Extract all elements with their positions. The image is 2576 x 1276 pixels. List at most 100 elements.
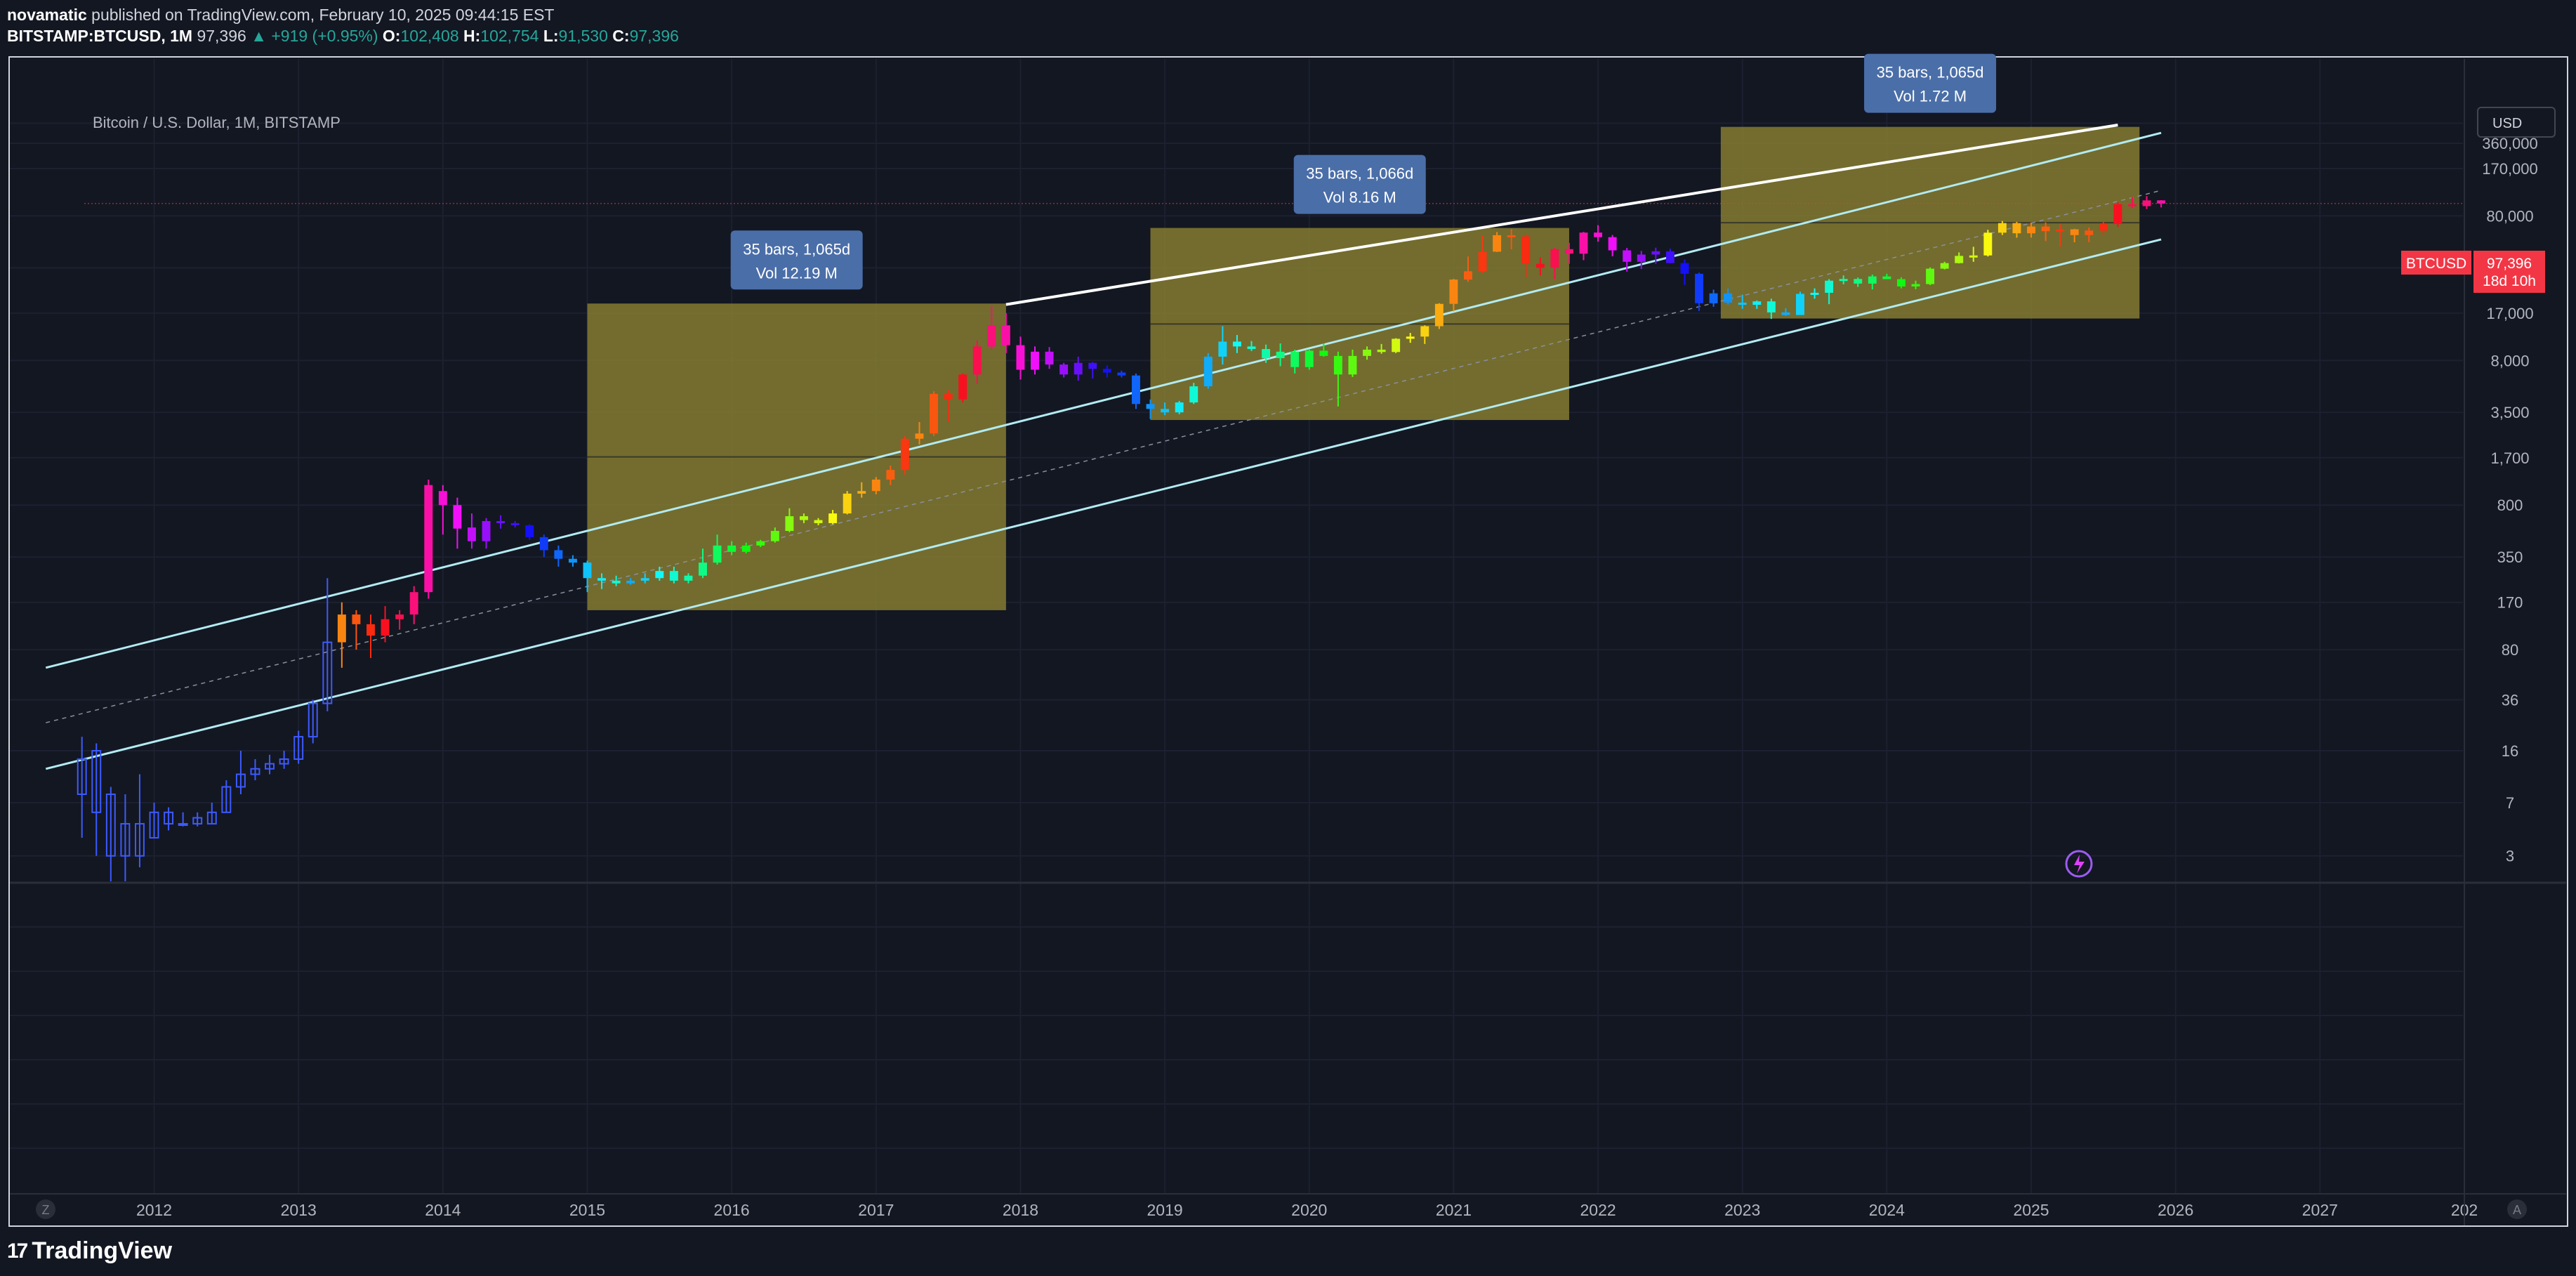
candle-body <box>1392 338 1401 353</box>
candle-body <box>539 537 548 551</box>
candle-body <box>756 541 765 546</box>
open-key: O: <box>382 27 401 45</box>
y-tick-label: 17,000 <box>2486 305 2533 322</box>
candle-body <box>972 346 982 375</box>
author-name[interactable]: novamatic <box>7 6 87 24</box>
candle-body <box>944 393 953 400</box>
change-up-icon: ▲ <box>251 27 267 45</box>
measure-label-bars: 35 bars, 1,065d <box>1877 64 1984 81</box>
candle-body <box>1232 341 1241 347</box>
price-chart[interactable]: 35 bars, 1,065d Vol 12.19 M 35 bars, 1,066… <box>0 0 2576 1229</box>
candle-body <box>1016 345 1025 370</box>
candle-body <box>1868 276 1877 284</box>
high-key: H: <box>463 27 481 45</box>
candle-body <box>1926 268 1935 284</box>
symbol-label[interactable]: BITSTAMP:BTCUSD, 1M <box>7 27 193 45</box>
candle-body <box>1363 349 1371 356</box>
candle-body <box>438 491 447 506</box>
x-tick-label: 2025 <box>2013 1201 2049 1219</box>
candle-body <box>250 768 260 775</box>
candle-body <box>2012 223 2021 234</box>
candle-body <box>2070 229 2079 235</box>
candle-body <box>1102 369 1111 373</box>
currency-button[interactable]: USD <box>2477 107 2556 138</box>
x-tick-label: 2019 <box>1147 1201 1183 1219</box>
candle-body <box>1983 232 1993 256</box>
candle-body <box>1665 251 1675 263</box>
chart-title: Bitcoin / U.S. Dollar, 1M, BITSTAMP <box>93 114 341 131</box>
candle-body <box>785 516 794 532</box>
measure-label-bars: 35 bars, 1,065d <box>743 240 850 258</box>
candle-body <box>1623 250 1632 262</box>
candle-body <box>1955 256 1964 263</box>
price-tag: BTCUSD 97,396 18d 10h <box>2401 251 2545 293</box>
candle-body <box>1319 350 1328 356</box>
candle-body <box>1434 303 1444 327</box>
price-tag-countdown: 18d 10h <box>2483 273 2536 289</box>
z-button[interactable]: Z <box>36 1199 55 1219</box>
tradingview-logo[interactable]: 17 TradingView <box>7 1237 172 1265</box>
candle-body <box>1507 235 1516 237</box>
candle-body <box>1348 355 1357 375</box>
y-tick-label: 170,000 <box>2482 160 2538 178</box>
measure-label-volume: Vol 1.72 M <box>1894 88 1967 105</box>
x-tick-label: 2023 <box>1724 1201 1760 1219</box>
candle-body <box>583 563 592 579</box>
candle-body <box>1521 236 1531 264</box>
candle-body <box>1478 251 1487 272</box>
candle-body <box>1189 386 1198 403</box>
candle-body <box>235 773 246 788</box>
a-button-bg[interactable] <box>2507 1199 2527 1219</box>
candle-body <box>828 513 838 523</box>
a-button[interactable]: A <box>2507 1199 2527 1219</box>
price-tag-bg <box>2473 251 2545 293</box>
close-key: C: <box>612 27 630 45</box>
candle-body <box>164 811 174 825</box>
candle-body <box>1420 326 1429 337</box>
candle-body <box>1766 301 1776 313</box>
candle-body <box>1738 302 1747 305</box>
price-tag-price: 97,396 <box>2487 256 2532 272</box>
channel-upper-line <box>45 131 2162 669</box>
publish-info: novamatic published on TradingView.com, … <box>7 6 555 25</box>
candle-body <box>2056 229 2065 232</box>
candle-body <box>424 485 433 593</box>
y-tick-label: 170 <box>2497 594 2523 612</box>
z-button-bg[interactable] <box>36 1199 55 1219</box>
candle-body <box>352 614 361 624</box>
y-tick-label: 3 <box>2506 848 2514 865</box>
ai-assistant-icon[interactable] <box>2065 850 2093 878</box>
candle-body <box>669 571 678 581</box>
candle-body <box>987 325 996 347</box>
candle-body <box>1579 232 1588 254</box>
y-tick-label: 1,700 <box>2490 449 2529 467</box>
candle-body <box>496 521 506 524</box>
candle-body <box>395 614 404 619</box>
candles <box>77 196 2166 881</box>
a-button-label[interactable]: A <box>2513 1203 2521 1217</box>
candle-body <box>1203 356 1213 387</box>
y-tick-label: 36 <box>2502 692 2518 709</box>
candle-body <box>149 811 159 839</box>
candle-body <box>871 479 880 492</box>
candle-body <box>1218 341 1227 357</box>
candle-body <box>2099 224 2108 231</box>
candle-body <box>1276 351 1285 359</box>
candle-body <box>1709 293 1718 303</box>
candle-body <box>1564 249 1573 254</box>
x-tick-label: 2022 <box>1580 1201 1616 1219</box>
candle-body <box>2113 204 2122 225</box>
candle-body <box>1594 232 1603 237</box>
candle-body <box>1247 346 1256 349</box>
candle-body <box>105 794 116 857</box>
candle-body <box>597 578 607 581</box>
candle-body <box>1781 312 1790 315</box>
y-tick-label: 3,500 <box>2490 404 2529 421</box>
candle-body <box>886 470 895 480</box>
candle-body <box>741 545 751 552</box>
z-button-label[interactable]: Z <box>42 1203 50 1217</box>
candle-body <box>1449 279 1458 304</box>
publish-text: published on TradingView.com, February 1… <box>91 6 555 24</box>
candle-body <box>1882 276 1891 279</box>
candle-body <box>1074 362 1083 375</box>
